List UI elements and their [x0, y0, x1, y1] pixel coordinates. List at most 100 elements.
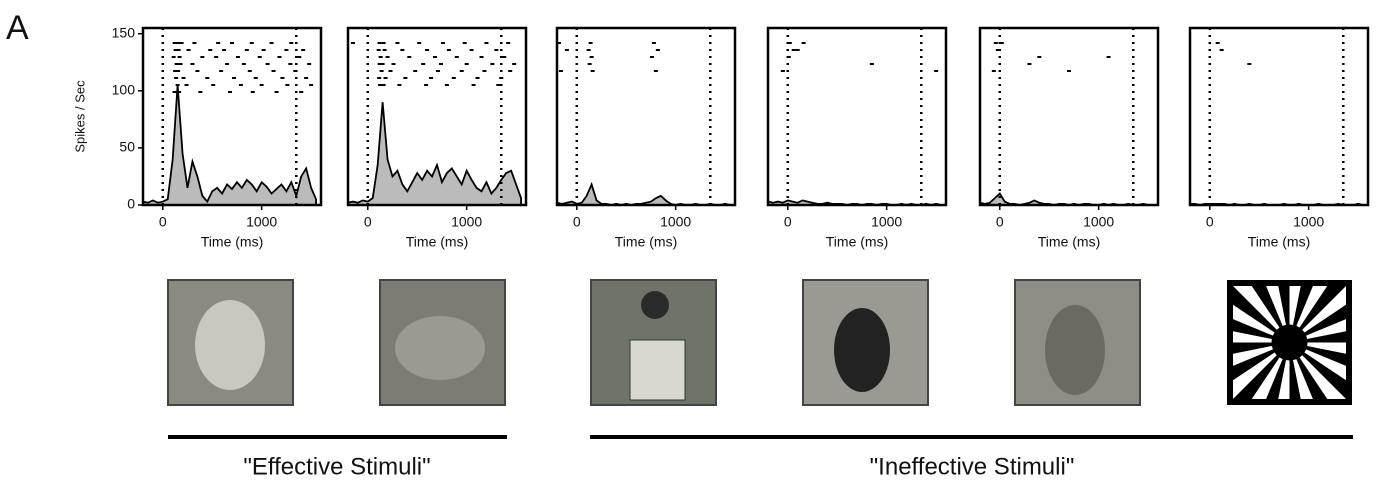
spike — [307, 63, 312, 65]
panel-label: A — [6, 9, 29, 47]
spike — [464, 63, 469, 65]
spike — [280, 77, 285, 79]
spike — [177, 91, 182, 93]
spike — [391, 63, 396, 65]
spike — [381, 84, 386, 86]
spike — [999, 42, 1004, 44]
spike — [379, 70, 384, 72]
spike — [235, 56, 240, 58]
spike — [171, 56, 176, 58]
spike — [1106, 56, 1111, 58]
spike — [425, 49, 430, 51]
spike — [558, 70, 563, 72]
spike — [174, 77, 179, 79]
x-tick-label: 1000 — [1083, 214, 1114, 230]
spike — [376, 49, 381, 51]
spike — [190, 63, 195, 65]
spike — [397, 84, 402, 86]
spike — [1247, 63, 1252, 65]
butterfly-wing — [195, 300, 265, 390]
y-tick-label: 150 — [112, 24, 136, 40]
person-head — [641, 291, 669, 319]
spike — [222, 49, 227, 51]
group-bar — [168, 435, 507, 439]
spike — [403, 77, 408, 79]
spike — [200, 56, 205, 58]
spike — [377, 42, 382, 44]
plot-frame — [978, 26, 1160, 207]
spike — [388, 70, 393, 72]
spike — [795, 49, 800, 51]
spike — [265, 63, 270, 65]
spike — [649, 56, 654, 58]
spike — [780, 70, 785, 72]
x-tick-label: 1000 — [451, 214, 482, 230]
ray — [1289, 342, 1346, 399]
spike — [991, 70, 996, 72]
spike — [214, 56, 219, 58]
x-axis-label: Time (ms) — [615, 234, 677, 250]
spike — [787, 42, 792, 44]
spike — [655, 49, 660, 51]
spike — [869, 63, 874, 65]
spike — [586, 49, 591, 51]
plot-frame — [555, 26, 737, 207]
spike — [413, 70, 418, 72]
spike — [230, 42, 234, 44]
spike — [502, 56, 507, 58]
plot-frame — [1188, 26, 1370, 207]
spike — [177, 56, 182, 58]
spike — [444, 84, 449, 86]
spike — [451, 77, 456, 79]
spike — [475, 77, 480, 79]
spike — [289, 42, 294, 44]
psth-area — [347, 102, 522, 206]
spike — [297, 56, 302, 58]
spike — [438, 63, 443, 65]
spike — [440, 42, 445, 44]
cow-head — [1045, 305, 1105, 395]
spike — [205, 77, 210, 79]
spike — [508, 70, 513, 72]
spike — [791, 49, 796, 51]
spike — [172, 42, 177, 44]
spike — [288, 63, 293, 65]
y-tick-label: 0 — [127, 196, 135, 212]
spike — [250, 91, 255, 93]
spike — [435, 70, 440, 72]
x-tick-label: 1000 — [660, 214, 691, 230]
x-axis-label: Time (ms) — [406, 234, 468, 250]
spike — [228, 91, 233, 93]
spike — [589, 56, 594, 58]
person-cloth — [629, 339, 686, 401]
spike — [556, 42, 561, 44]
spike — [1215, 42, 1220, 44]
ray — [1289, 286, 1301, 343]
spike — [241, 63, 246, 65]
ray — [1278, 342, 1290, 399]
ray — [1233, 286, 1290, 343]
spike — [934, 70, 939, 72]
spike — [304, 77, 309, 79]
spike — [176, 49, 181, 51]
x-tick-label: 0 — [573, 214, 581, 230]
spike — [494, 49, 499, 51]
spike — [377, 63, 382, 65]
plot-frame — [141, 26, 323, 207]
x-tick-label: 0 — [1206, 214, 1214, 230]
y-axis-label: Spikes / Sec — [72, 80, 87, 153]
spike — [429, 77, 434, 79]
spike — [590, 70, 595, 72]
spike — [395, 42, 400, 44]
spike — [506, 42, 511, 44]
ray — [1289, 342, 1346, 381]
spike — [179, 42, 184, 44]
ray — [1233, 304, 1290, 343]
spike — [225, 63, 230, 65]
spike — [216, 42, 221, 44]
spike — [176, 70, 181, 72]
plot-frame — [346, 26, 528, 207]
spike — [181, 77, 186, 79]
spike — [271, 70, 276, 72]
object-body — [834, 308, 890, 392]
